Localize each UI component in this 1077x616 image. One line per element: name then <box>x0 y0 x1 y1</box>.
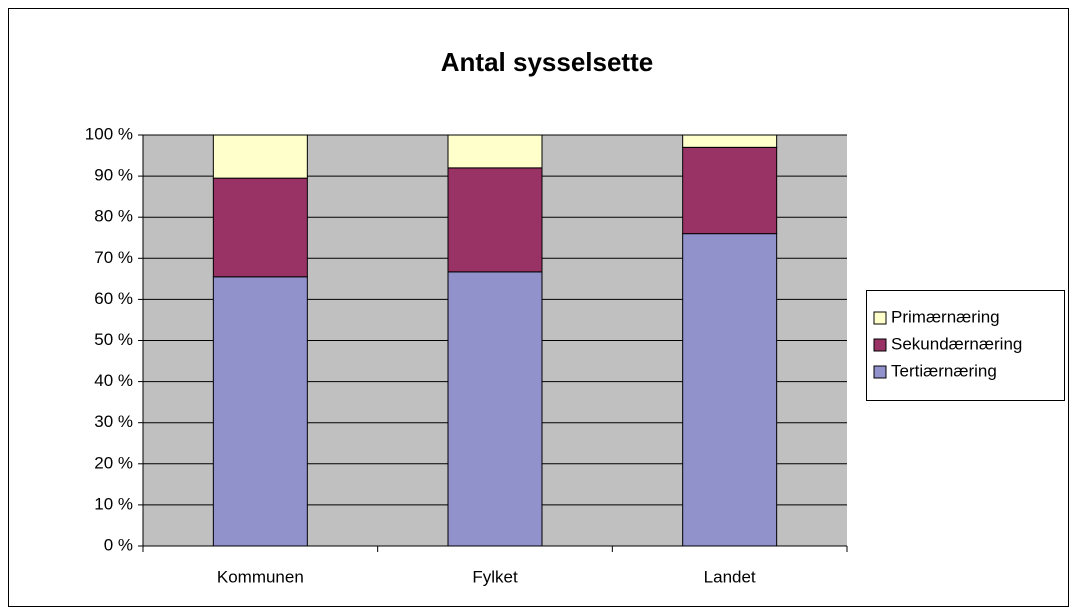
y-tick-label: 70 % <box>94 248 133 267</box>
legend-label: Tertiærnæring <box>891 361 997 380</box>
bar-segment <box>682 134 778 148</box>
legend-swatch <box>873 338 887 352</box>
x-tick-label: Landet <box>704 567 756 586</box>
y-tick-label: 10 % <box>94 494 133 513</box>
y-tick-label: 100 % <box>85 124 133 143</box>
x-tick-label: Fylket <box>472 567 518 586</box>
legend-label: Primærnæring <box>891 307 1000 326</box>
x-tick-label: Kommunen <box>217 567 304 586</box>
y-tick-label: 80 % <box>94 207 133 226</box>
bar-segment <box>212 276 308 547</box>
y-tick-label: 0 % <box>104 535 133 554</box>
bar-segment <box>447 167 543 273</box>
legend-label: Sekundærnæring <box>891 334 1022 353</box>
legend <box>866 290 1065 401</box>
y-tick-label: 50 % <box>94 330 133 349</box>
y-tick-label: 90 % <box>94 166 133 185</box>
legend-swatch <box>873 311 887 325</box>
chart-title: Antal sysselsette <box>441 47 653 77</box>
legend-swatch <box>873 365 887 379</box>
y-tick-label: 40 % <box>94 371 133 390</box>
y-tick-label: 60 % <box>94 289 133 308</box>
bar-segment <box>682 233 778 547</box>
bar-segment <box>212 177 308 278</box>
bar-segment <box>447 134 543 169</box>
bar-segment <box>682 146 778 235</box>
bar-segment <box>212 134 308 179</box>
y-tick-label: 30 % <box>94 412 133 431</box>
bar-segment <box>447 271 543 547</box>
y-tick-label: 20 % <box>94 453 133 472</box>
